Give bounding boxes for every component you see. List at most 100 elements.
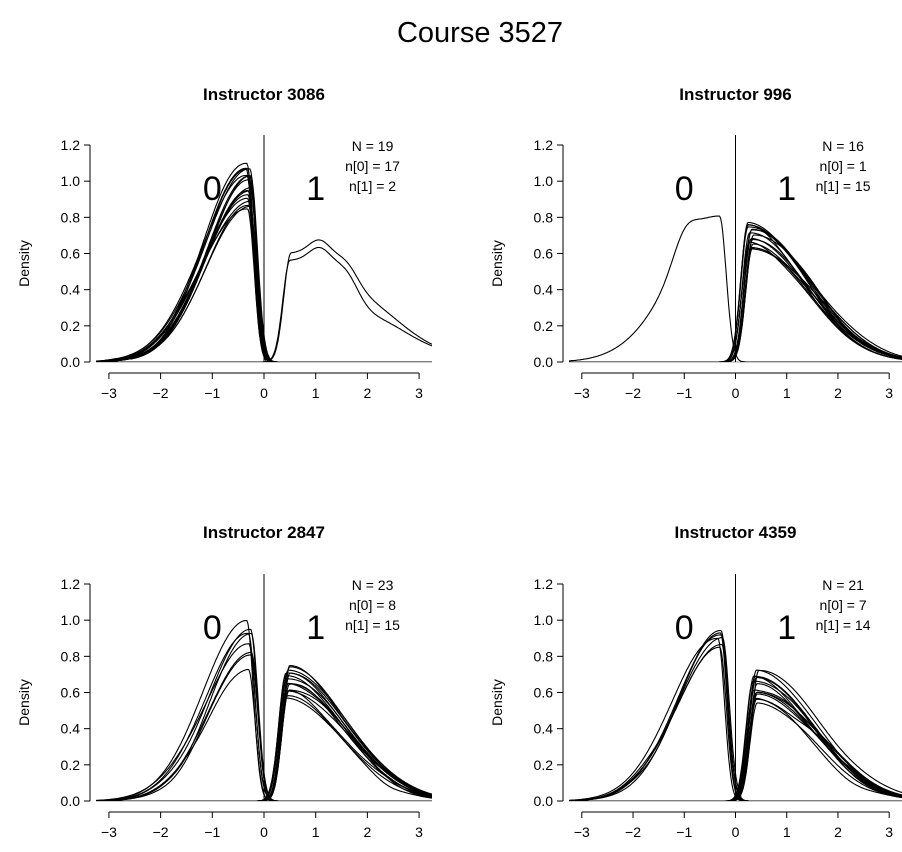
stat-line: n[1] = 15 [345, 617, 400, 633]
density-curve-class-1 [569, 669, 902, 801]
stat-line: n[0] = 17 [345, 158, 400, 174]
y-tick-label: 0.4 [534, 282, 554, 298]
density-curve-class-1 [96, 664, 432, 801]
y-tick-label: 0.6 [534, 685, 554, 701]
y-tick-label: 1.0 [61, 173, 81, 189]
density-curve-class-1 [569, 232, 902, 362]
y-tick-label: 0.0 [61, 354, 81, 370]
y-tick-label: 0.2 [61, 757, 81, 773]
panel-4: Instructor 4359 Density 0.0 0.2 0.4 0.6 0.8 1.0… [489, 523, 902, 840]
class-label-0: 0 [203, 170, 222, 208]
panel-title: Instructor 3086 [203, 85, 325, 104]
class-label-1: 1 [777, 609, 796, 647]
class-label-1: 1 [306, 170, 325, 208]
x-tick-label: 0 [732, 824, 740, 840]
density-curve-class-0 [96, 175, 432, 362]
y-tick-label: 1.2 [61, 576, 81, 592]
x-tick-label: −3 [574, 385, 590, 401]
y-tick-label: 0.6 [61, 246, 81, 262]
x-tick-label: 1 [783, 385, 791, 401]
density-curve-class-1 [569, 675, 902, 801]
panel-title: Instructor 4359 [675, 523, 797, 542]
stat-line: N = 23 [352, 577, 394, 593]
x-tick-label: 1 [312, 385, 320, 401]
panel-3: Instructor 2847 Density 0.0 0.2 0.4 0.6 0.8 1.0… [16, 523, 432, 840]
y-tick-label: 0.0 [534, 354, 554, 370]
y-tick-label: 0.8 [61, 209, 81, 225]
x-tick-label: 2 [834, 824, 842, 840]
y-tick-label: 0.0 [534, 793, 554, 809]
figure-title: Course 3527 [397, 17, 563, 49]
y-tick-label: 0.4 [534, 721, 554, 737]
y-axis-label: Density [489, 240, 505, 287]
x-tick-label: −1 [204, 385, 220, 401]
y-axis-label: Density [489, 679, 505, 726]
density-curve-class-0 [96, 632, 432, 801]
y-tick-label: 1.2 [534, 137, 554, 153]
class-label-1: 1 [777, 170, 796, 208]
stat-line: N = 16 [822, 138, 864, 154]
class-label-0: 0 [675, 170, 694, 208]
y-tick-label: 1.0 [61, 612, 81, 628]
y-tick-label: 0.8 [61, 648, 81, 664]
panel-title: Instructor 2847 [203, 523, 325, 542]
y-tick-label: 0.8 [534, 648, 554, 664]
density-curve-class-1 [569, 221, 902, 362]
y-tick-label: 0.6 [61, 685, 81, 701]
y-tick-label: 0.8 [534, 209, 554, 225]
x-tick-label: −1 [204, 824, 220, 840]
density-curve-class-0 [96, 168, 432, 362]
y-tick-label: 0.4 [61, 282, 81, 298]
y-tick-label: 0.2 [534, 318, 554, 334]
x-tick-label: 3 [415, 824, 423, 840]
class-label-0: 0 [675, 609, 694, 647]
density-curve-class-0 [96, 167, 432, 362]
y-tick-label: 0.6 [534, 246, 554, 262]
y-axis-label: Density [16, 679, 32, 726]
x-tick-label: 3 [415, 385, 423, 401]
x-tick-label: 2 [363, 385, 371, 401]
stat-line: n[0] = 7 [820, 597, 867, 613]
stat-line: n[1] = 15 [816, 178, 871, 194]
y-tick-label: 1.0 [534, 612, 554, 628]
x-tick-label: −3 [101, 385, 117, 401]
x-tick-label: 3 [885, 824, 893, 840]
y-axis-label: Density [16, 240, 32, 287]
x-tick-label: 2 [834, 385, 842, 401]
panel-2: Instructor 996 Density 0.0 0.2 0.4 0.6 0.8 1.0 1… [489, 85, 902, 401]
x-tick-label: 0 [260, 824, 268, 840]
x-tick-label: −2 [153, 824, 169, 840]
y-tick-label: 1.0 [534, 173, 554, 189]
x-tick-label: 3 [885, 385, 893, 401]
stat-line: N = 19 [352, 138, 394, 154]
x-tick-label: 2 [363, 824, 371, 840]
x-tick-label: −1 [676, 385, 692, 401]
stat-line: n[1] = 14 [816, 617, 871, 633]
panel-1: Instructor 3086 Density 0.0 0.2 0.4 0.6 0.8 1.0… [16, 85, 432, 401]
density-curve-class-1 [569, 228, 902, 362]
x-tick-label: −3 [574, 824, 590, 840]
y-tick-label: 1.2 [61, 137, 81, 153]
y-tick-label: 0.4 [61, 721, 81, 737]
x-tick-label: −1 [676, 824, 692, 840]
y-tick-label: 0.2 [534, 757, 554, 773]
stat-line: n[0] = 8 [349, 597, 396, 613]
x-tick-label: −2 [625, 385, 641, 401]
density-curve-class-0 [96, 162, 432, 362]
y-tick-label: 1.2 [534, 576, 554, 592]
y-tick-label: 0.2 [61, 318, 81, 334]
density-curve-class-1 [569, 680, 902, 801]
density-curve-class-1 [569, 669, 902, 801]
x-tick-label: 0 [260, 385, 268, 401]
x-tick-label: −2 [625, 824, 641, 840]
x-tick-label: 1 [783, 824, 791, 840]
x-tick-label: −3 [101, 824, 117, 840]
density-curve-class-0 [569, 632, 902, 801]
panel-title: Instructor 996 [679, 85, 791, 104]
x-tick-label: −2 [153, 385, 169, 401]
density-curve-class-1 [96, 239, 432, 362]
class-label-1: 1 [306, 609, 325, 647]
density-curve-class-0 [96, 187, 432, 362]
stat-line: n[0] = 1 [820, 158, 867, 174]
